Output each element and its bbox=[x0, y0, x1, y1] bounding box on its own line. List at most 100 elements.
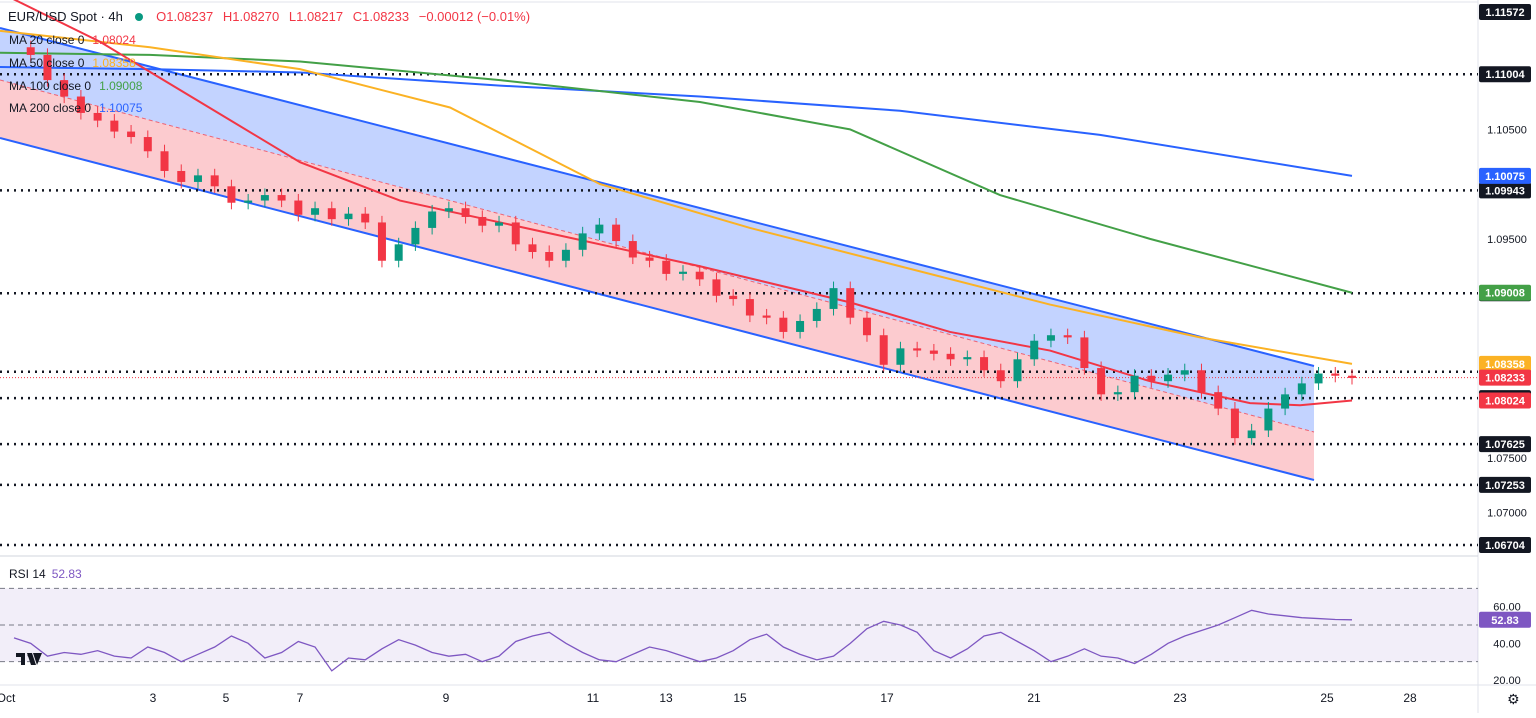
price-tick-label: 1.09500 bbox=[1487, 234, 1527, 246]
rsi-pane: 60.00 40.00 20.00 52.83 bbox=[0, 587, 1531, 687]
ohlc-close: C1.08233 bbox=[352, 9, 410, 24]
candle-body bbox=[311, 208, 320, 215]
symbol-header: EUR/USD Spot · 4h O1.08237 H1.08270 L1.0… bbox=[8, 9, 536, 24]
candle-body bbox=[26, 47, 35, 55]
level-label-0: 1.11572 bbox=[1485, 7, 1524, 19]
candle-body bbox=[729, 295, 738, 300]
candle-body bbox=[545, 252, 554, 261]
symbol-title[interactable]: EUR/USD Spot · 4h bbox=[8, 9, 123, 24]
legend-ma20[interactable]: MA 20 close 0 1.08024 bbox=[9, 33, 136, 47]
candle-body bbox=[1281, 394, 1290, 409]
candle-body bbox=[444, 208, 453, 212]
rsi-tick-label: 20.00 bbox=[1493, 675, 1521, 687]
candle-body bbox=[1080, 337, 1089, 369]
candle-body bbox=[394, 244, 403, 261]
level-label-7-bg bbox=[1479, 476, 1531, 493]
candle-body bbox=[963, 357, 972, 360]
last-price-label: 1.08233 bbox=[1485, 373, 1525, 385]
ohlc-change: −0.00012 (−0.01%) bbox=[418, 9, 531, 24]
candle-body bbox=[1264, 408, 1273, 431]
candle-body bbox=[745, 299, 754, 316]
time-tick-label: 7 bbox=[297, 691, 304, 705]
legend-ma50[interactable]: MA 50 close 0 1.08358 bbox=[9, 56, 136, 70]
candle-body bbox=[980, 357, 989, 371]
candle-body bbox=[1247, 430, 1256, 439]
rsi-value: 52.83 bbox=[51, 567, 82, 581]
ma-label-2-bg bbox=[1479, 355, 1531, 372]
legend-ma20-value: 1.08024 bbox=[92, 33, 136, 47]
level-label-8: 1.06704 bbox=[1485, 540, 1526, 552]
candle-body bbox=[762, 315, 771, 318]
candle-body bbox=[1331, 373, 1340, 376]
tradingview-logo-icon[interactable] bbox=[16, 651, 42, 667]
candle-body bbox=[946, 353, 955, 360]
candle-body bbox=[1130, 375, 1139, 393]
candle-body bbox=[578, 233, 587, 250]
gear-icon[interactable]: ⚙ bbox=[1507, 691, 1520, 707]
time-tick-label: 5 bbox=[223, 691, 230, 705]
level-label-7: 1.07253 bbox=[1485, 480, 1525, 492]
ma-label-1: 1.09008 bbox=[1485, 288, 1525, 300]
ohlc-low: L1.08217 bbox=[288, 9, 344, 24]
ohlc-open: O1.08237 bbox=[156, 9, 214, 24]
candle-body bbox=[595, 224, 604, 234]
candle-body bbox=[411, 227, 420, 245]
candle-body bbox=[712, 279, 721, 296]
level-label-1: 1.11004 bbox=[1485, 69, 1525, 81]
channel-lower-fill bbox=[0, 80, 1314, 480]
candle-body bbox=[478, 216, 487, 226]
candle-body bbox=[1214, 392, 1223, 409]
candle-body bbox=[495, 222, 504, 226]
candle-body bbox=[1164, 374, 1173, 382]
candle-body bbox=[913, 348, 922, 351]
ma-label-0-bg bbox=[1479, 167, 1531, 184]
candle-body bbox=[1046, 335, 1055, 341]
ma100-line bbox=[0, 51, 1353, 294]
candle-body bbox=[846, 288, 855, 318]
candle-body bbox=[344, 213, 353, 220]
level-label-6-bg bbox=[1479, 436, 1531, 453]
price-tick-label: 1.07000 bbox=[1487, 508, 1527, 520]
time-tick-label: 23 bbox=[1173, 691, 1187, 705]
legend-ma100-name: MA 100 close 0 bbox=[9, 79, 92, 93]
candle-body bbox=[862, 317, 871, 336]
ma-label-3: 1.08024 bbox=[1485, 395, 1526, 407]
candle-body bbox=[1113, 392, 1122, 395]
moving-averages bbox=[0, 0, 1353, 407]
horizontal-levels bbox=[0, 72, 1478, 547]
time-tick-label: 9 bbox=[443, 691, 450, 705]
candle-body bbox=[662, 260, 671, 274]
time-tick-label: 3 bbox=[150, 691, 157, 705]
rsi-value-tag: 52.83 bbox=[1491, 615, 1519, 627]
legend-ma20-name: MA 20 close 0 bbox=[9, 33, 85, 47]
candle-body bbox=[511, 222, 520, 245]
candle-body bbox=[561, 249, 570, 261]
candle-body bbox=[1348, 375, 1356, 378]
rsi-legend[interactable]: RSI 14 52.83 bbox=[9, 567, 82, 581]
time-axis: Oct 3 5 7 9 11 13 15 17 21 23 25 28 bbox=[0, 691, 1417, 705]
channel-upper-line bbox=[0, 27, 1315, 367]
rsi-tick-label: 60.00 bbox=[1493, 602, 1521, 614]
candle-body bbox=[1297, 383, 1306, 395]
candle-body bbox=[1180, 370, 1189, 375]
candle-body bbox=[127, 131, 136, 138]
candle-body bbox=[377, 222, 386, 261]
time-tick-label: 17 bbox=[880, 691, 894, 705]
ma-label-1-bg bbox=[1479, 284, 1531, 301]
candle-body bbox=[327, 208, 336, 220]
candles bbox=[26, 40, 1356, 445]
rsi-value-tag-bg bbox=[1479, 611, 1531, 628]
descending-channel bbox=[0, 27, 1315, 481]
candle-body bbox=[628, 241, 637, 258]
legend-ma100-value: 1.09008 bbox=[99, 79, 143, 93]
rsi-label: RSI 14 bbox=[9, 567, 46, 581]
legend-ma100[interactable]: MA 100 close 0 1.09008 bbox=[9, 79, 142, 93]
legend-ma200[interactable]: MA 200 close 0 1.10075 bbox=[9, 101, 142, 115]
candle-body bbox=[461, 208, 470, 217]
level-label-1-bg bbox=[1479, 66, 1531, 83]
legend-ma200-value: 1.10075 bbox=[99, 101, 143, 115]
last-price-label-bg bbox=[1479, 369, 1531, 386]
